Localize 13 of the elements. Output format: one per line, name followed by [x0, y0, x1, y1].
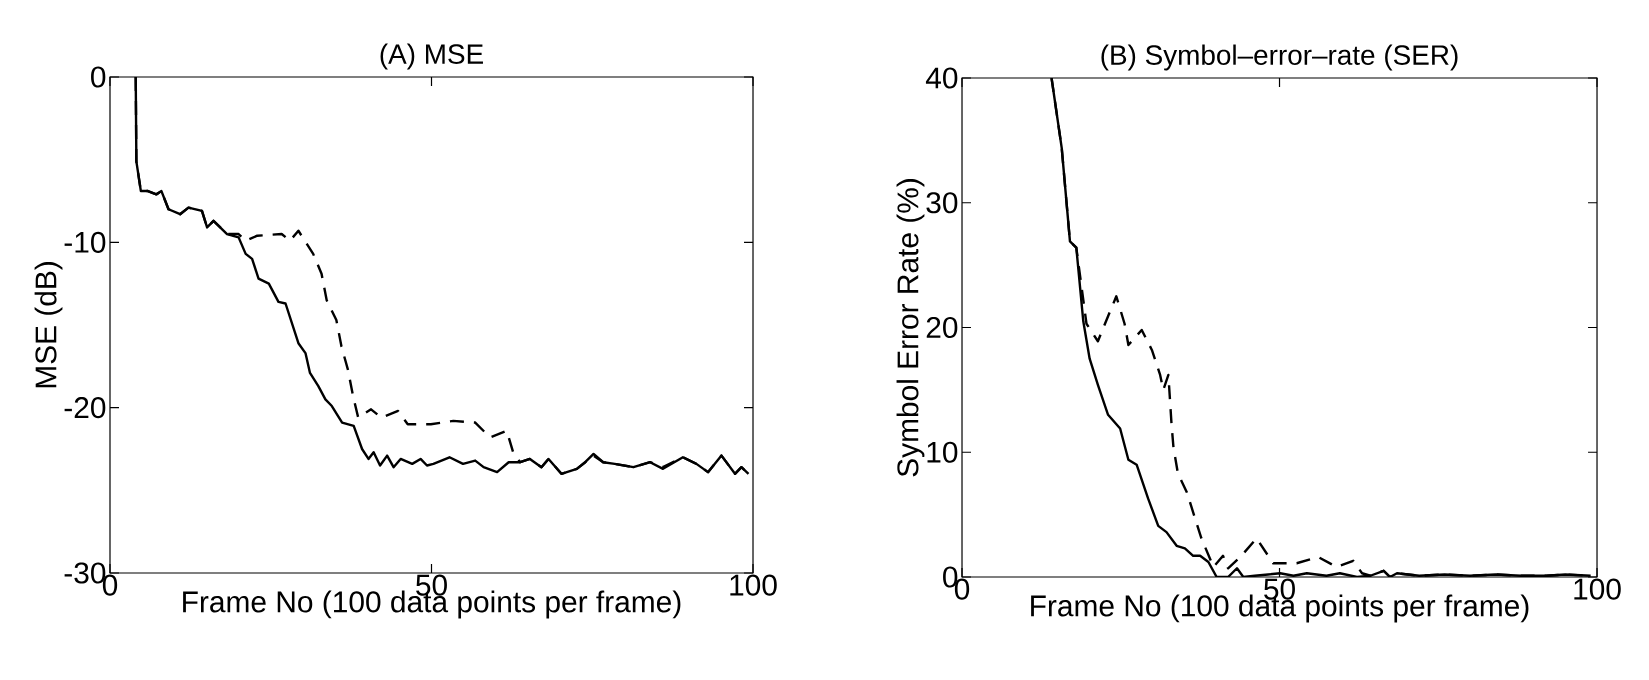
y-tick-label: 30: [926, 192, 958, 214]
chart-title: (A) MSE: [380, 43, 483, 70]
y-tick-label: 40: [925, 67, 958, 89]
y-tick-label: 20: [926, 316, 958, 339]
y-axis-title: Symbol Error Rate (%): [896, 179, 925, 477]
chart-title: (B) Symbol–error–rate (SER): [1101, 44, 1458, 71]
y-tick-label: 0: [91, 66, 106, 88]
y-axis-title: MSE (dB): [34, 262, 63, 388]
y-tick-label: -20: [64, 397, 106, 419]
y-tick-label: 10: [927, 441, 958, 463]
y-tick-label: -10: [64, 231, 106, 253]
x-tick-label: 100: [730, 574, 777, 596]
x-tick-label: 100: [1574, 578, 1621, 600]
